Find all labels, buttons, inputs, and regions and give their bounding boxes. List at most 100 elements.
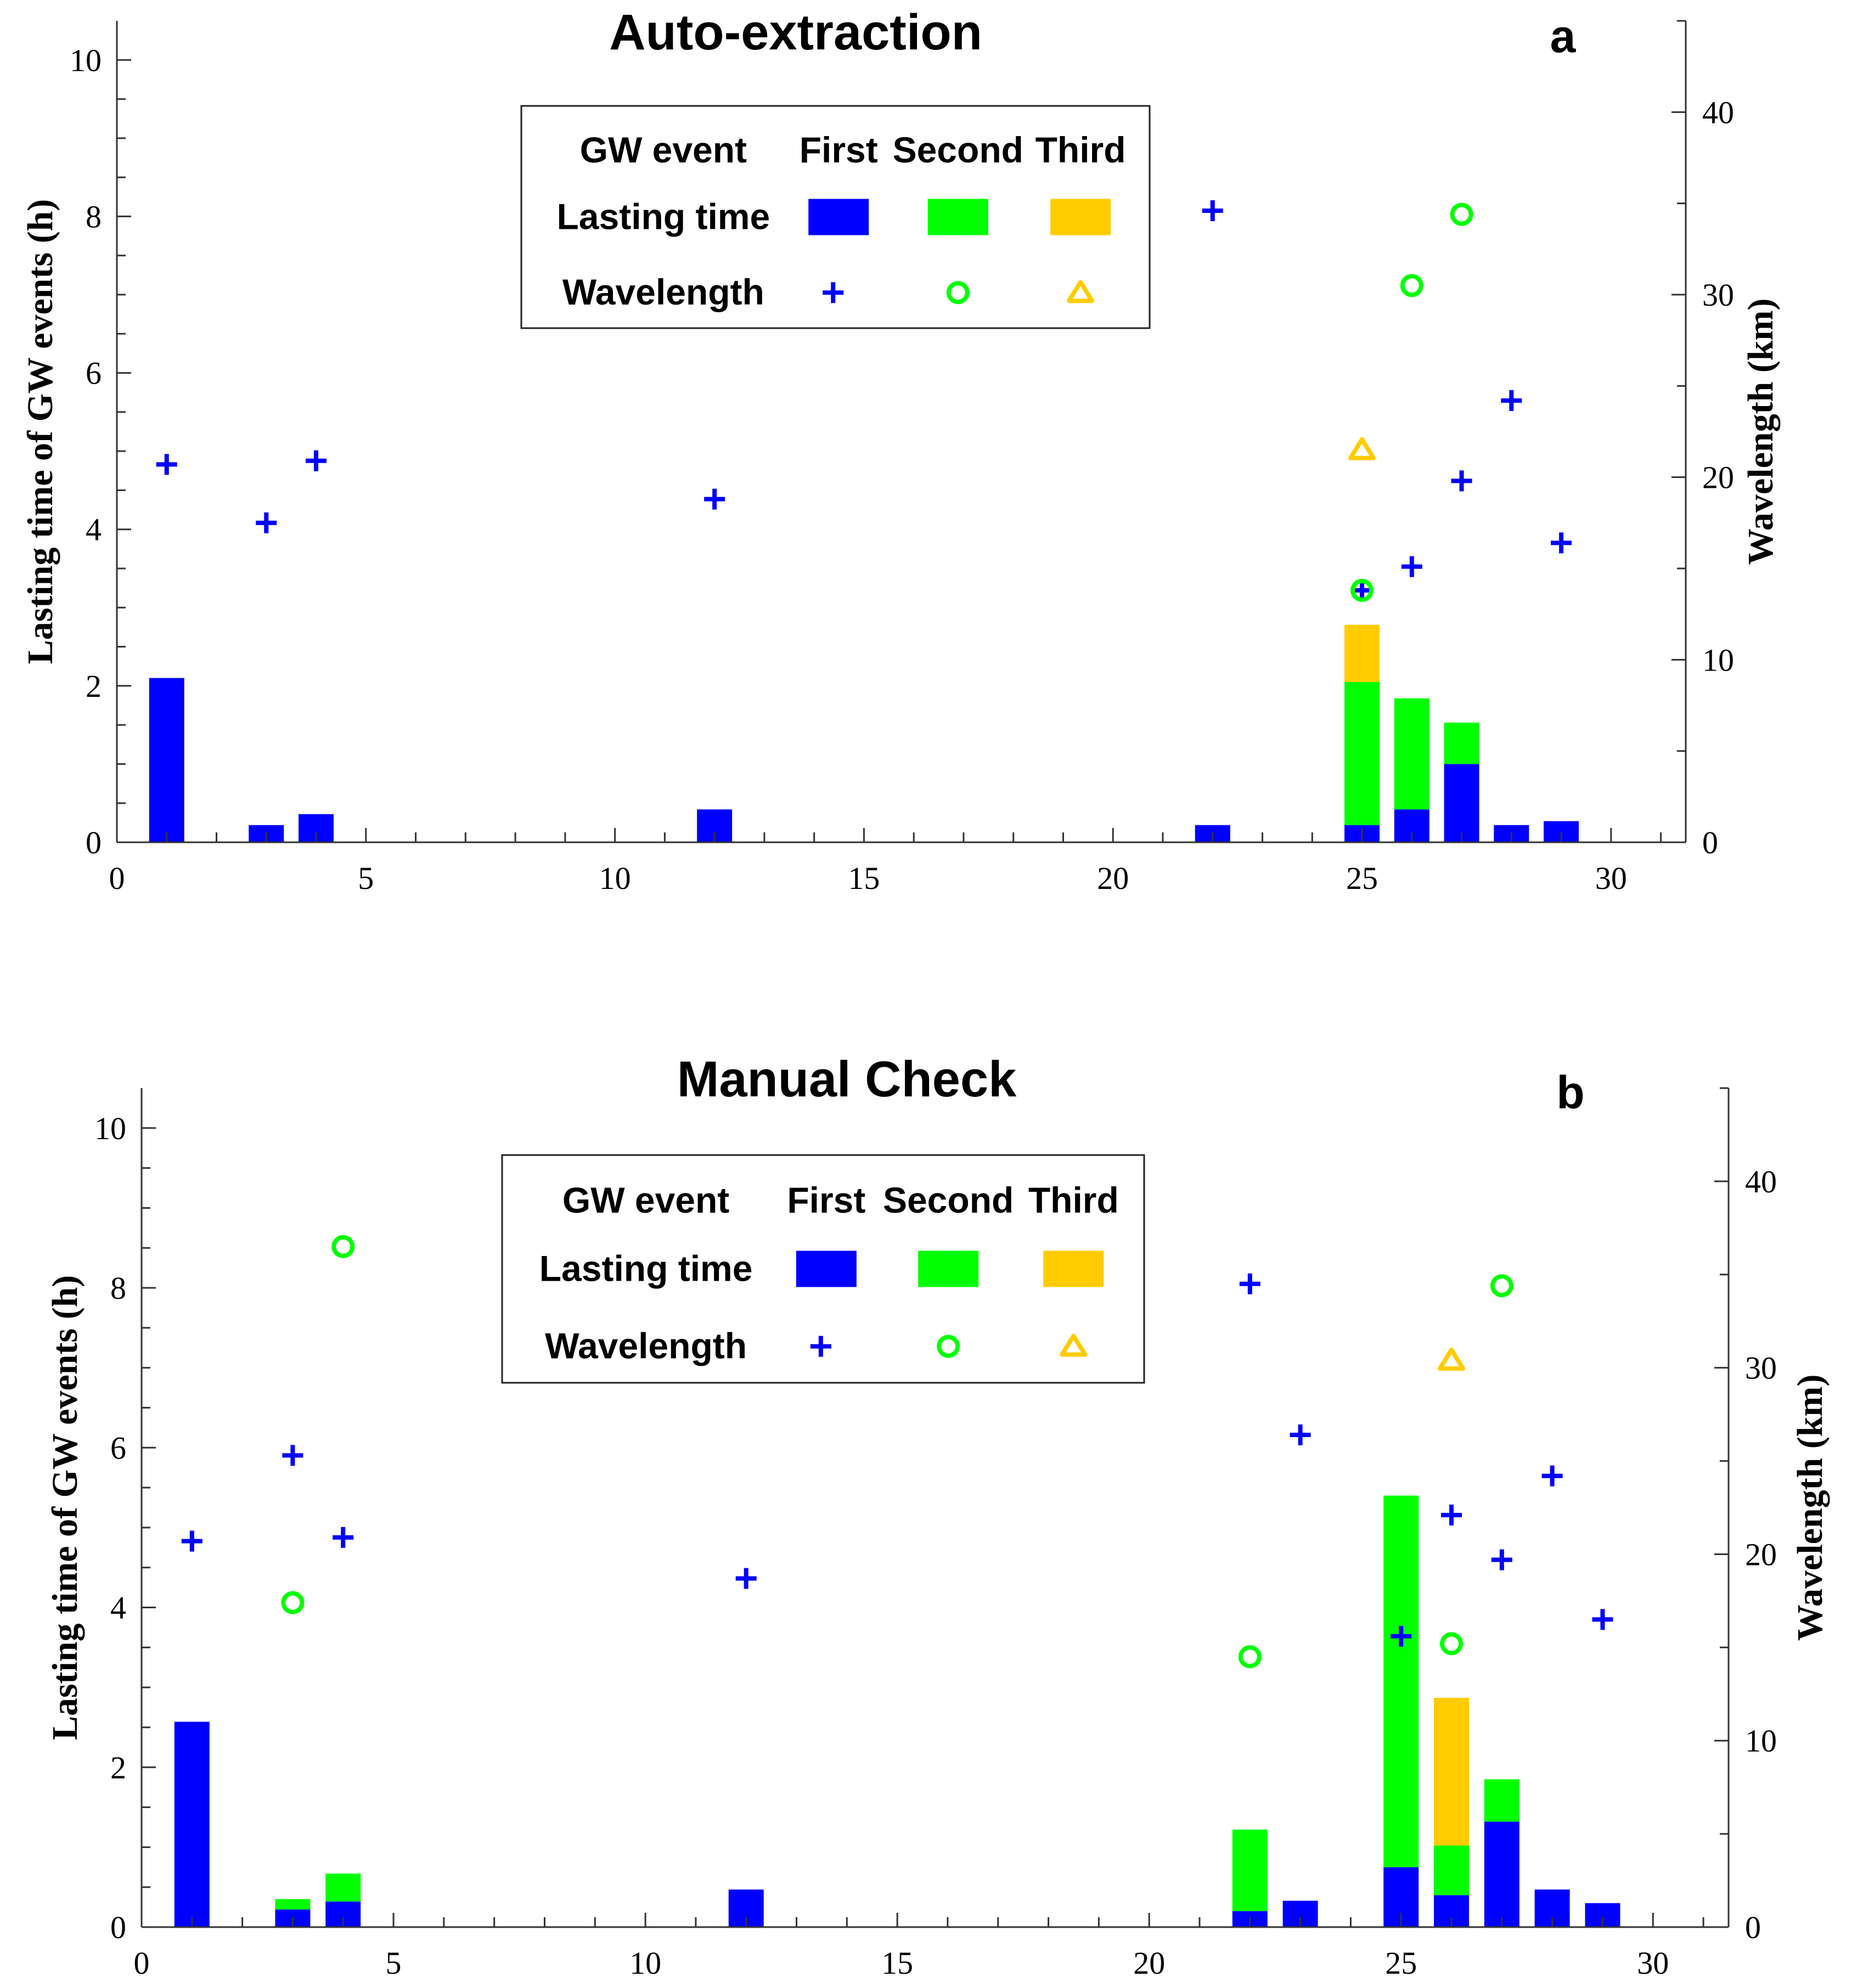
x-tick-label: 30 (1637, 1945, 1669, 1981)
bars (174, 1495, 1620, 1927)
wavelength-first-marker-day-12 (704, 488, 725, 510)
x-tick-label: 15 (848, 860, 880, 896)
legend-row-wavelength: Wavelength (545, 1326, 747, 1366)
y2-tick-label: 10 (1702, 642, 1734, 678)
panel-label: b (1556, 1067, 1584, 1118)
bar-third-day-26 (1434, 1698, 1470, 1846)
y-tick-label: 8 (110, 1270, 126, 1306)
wavelength-second-marker-day-3 (281, 1591, 305, 1614)
legend-col-second: Second (883, 1180, 1014, 1220)
y-tick-label: 4 (86, 512, 102, 548)
wavelength-first-marker-day-4 (333, 1527, 354, 1548)
panel-label: a (1550, 10, 1577, 62)
x-tick-label: 0 (134, 1945, 150, 1981)
y-tick-label: 10 (94, 1111, 126, 1146)
legend-row-wavelength: Wavelength (562, 272, 764, 312)
wavelength-first-marker-day-25 (1391, 1625, 1412, 1647)
legend-marker-third (1067, 280, 1095, 303)
y2-tick-label: 30 (1745, 1350, 1777, 1386)
wavelength-third-marker-day-26 (1438, 1348, 1466, 1371)
wavelength-second-marker-day-27 (1450, 202, 1473, 226)
legend-marker-first (823, 282, 844, 303)
bar-second-day-26 (1434, 1845, 1470, 1895)
chart-panel-a: 0 5 10 15 20 25 30 0 2 4 6 8 10 0 10 20 30 40 Lasting time… (20, 4, 1781, 896)
wavelength-first-marker-day-28 (1501, 390, 1522, 411)
y-tick-label: 6 (86, 356, 102, 391)
y-tick-label: 10 (70, 42, 102, 78)
wavelength-second-marker-day-26 (1440, 1632, 1464, 1655)
bar-second-day-26 (1394, 698, 1429, 810)
legend-swatch-second (927, 199, 988, 235)
legend-header: GW event (580, 129, 747, 170)
y-tick-label: 2 (86, 668, 102, 704)
bar-second-day-25 (1383, 1495, 1419, 1867)
legend-swatch-third (1043, 1251, 1104, 1287)
y2-tick-label: 30 (1702, 277, 1734, 313)
y2-axis-title: Wavelength (km) (1790, 1375, 1830, 1641)
bar-second-day-27 (1444, 722, 1479, 764)
legend-swatch-third (1050, 199, 1111, 235)
y-axis-title: Lasting time of GW events (h) (20, 199, 60, 664)
bar-third-day-25 (1344, 624, 1380, 682)
bars (149, 624, 1579, 842)
legend-swatch-first (796, 1251, 857, 1287)
y2-tick-label: 10 (1745, 1723, 1777, 1759)
wavelength-first-marker-day-22 (1202, 200, 1223, 221)
wavelength-first-marker-day-1 (156, 454, 177, 475)
wavelength-first-marker-day-23 (1290, 1424, 1311, 1445)
y-tick-label: 8 (86, 199, 102, 234)
wavelength-first-marker-day-27 (1451, 470, 1472, 492)
bar-second-day-3 (275, 1899, 311, 1910)
legend-col-third: Third (1028, 1180, 1119, 1220)
y2-tick-label: 0 (1745, 1910, 1761, 1945)
x-tick-label: 5 (386, 1945, 402, 1981)
wavelength-markers (181, 1235, 1613, 1669)
legend-marker-second (937, 1334, 960, 1358)
legend-header: GW event (562, 1180, 729, 1220)
x-tick-label: 5 (358, 860, 374, 896)
y-tick-label: 2 (110, 1750, 126, 1786)
wavelength-first-marker-day-25 (1352, 579, 1373, 601)
bar-first-day-1 (174, 1721, 210, 1927)
wavelength-second-marker-day-26 (1400, 274, 1423, 297)
x-tick-label: 30 (1595, 860, 1627, 896)
legend: GW event First Second Third Lasting time Wave… (520, 105, 1151, 329)
wavelength-first-marker-day-22 (1239, 1273, 1260, 1294)
x-tick-label: 20 (1133, 1945, 1165, 1981)
y2-tick-label: 0 (1702, 825, 1718, 860)
x-tick-label: 15 (881, 1945, 913, 1981)
wavelength-first-marker-day-1 (181, 1530, 202, 1552)
wavelength-first-marker-day-29 (1592, 1609, 1613, 1630)
legend: GW event First Second Third Lasting time Wave… (501, 1154, 1145, 1384)
x-tick-label: 25 (1385, 1945, 1417, 1981)
legend-swatch-second (918, 1251, 979, 1287)
wavelength-first-marker-day-29 (1551, 532, 1572, 554)
axes (116, 20, 1687, 843)
y-tick-label: 0 (86, 825, 102, 860)
wavelength-first-marker-day-12 (735, 1568, 757, 1589)
bar-second-day-27 (1484, 1779, 1519, 1822)
x-tick-label: 0 (109, 860, 125, 896)
wavelength-first-marker-day-4 (306, 450, 327, 471)
legend-row-lasting: Lasting time (556, 196, 770, 237)
y2-tick-label: 20 (1745, 1536, 1777, 1572)
wavelength-second-marker-day-22 (1238, 1645, 1262, 1669)
bar-first-day-1 (149, 678, 184, 842)
legend-row-lasting: Lasting time (539, 1248, 753, 1289)
chart-title: Manual Check (677, 1051, 1017, 1107)
chart-title: Auto-extraction (609, 4, 982, 60)
y-tick-label: 0 (110, 1910, 126, 1945)
y2-tick-label: 40 (1745, 1164, 1777, 1199)
legend-swatch-first (808, 199, 869, 235)
bar-second-day-22 (1232, 1829, 1268, 1911)
wavelength-first-marker-day-26 (1441, 1505, 1462, 1526)
y2-tick-label: 20 (1702, 460, 1734, 495)
y-axis-title: Lasting time of GW events (h) (45, 1275, 85, 1741)
legend-col-first: First (800, 129, 878, 170)
x-tick-label: 25 (1346, 860, 1378, 896)
axes (140, 1087, 1730, 1928)
y-tick-label: 4 (110, 1590, 126, 1626)
y2-axis-title: Wavelength (km) (1741, 299, 1781, 565)
chart-panel-b: 0 5 10 15 20 25 30 0 2 4 6 8 10 0 10 20 30 40 Lasting time… (45, 1051, 1830, 1981)
